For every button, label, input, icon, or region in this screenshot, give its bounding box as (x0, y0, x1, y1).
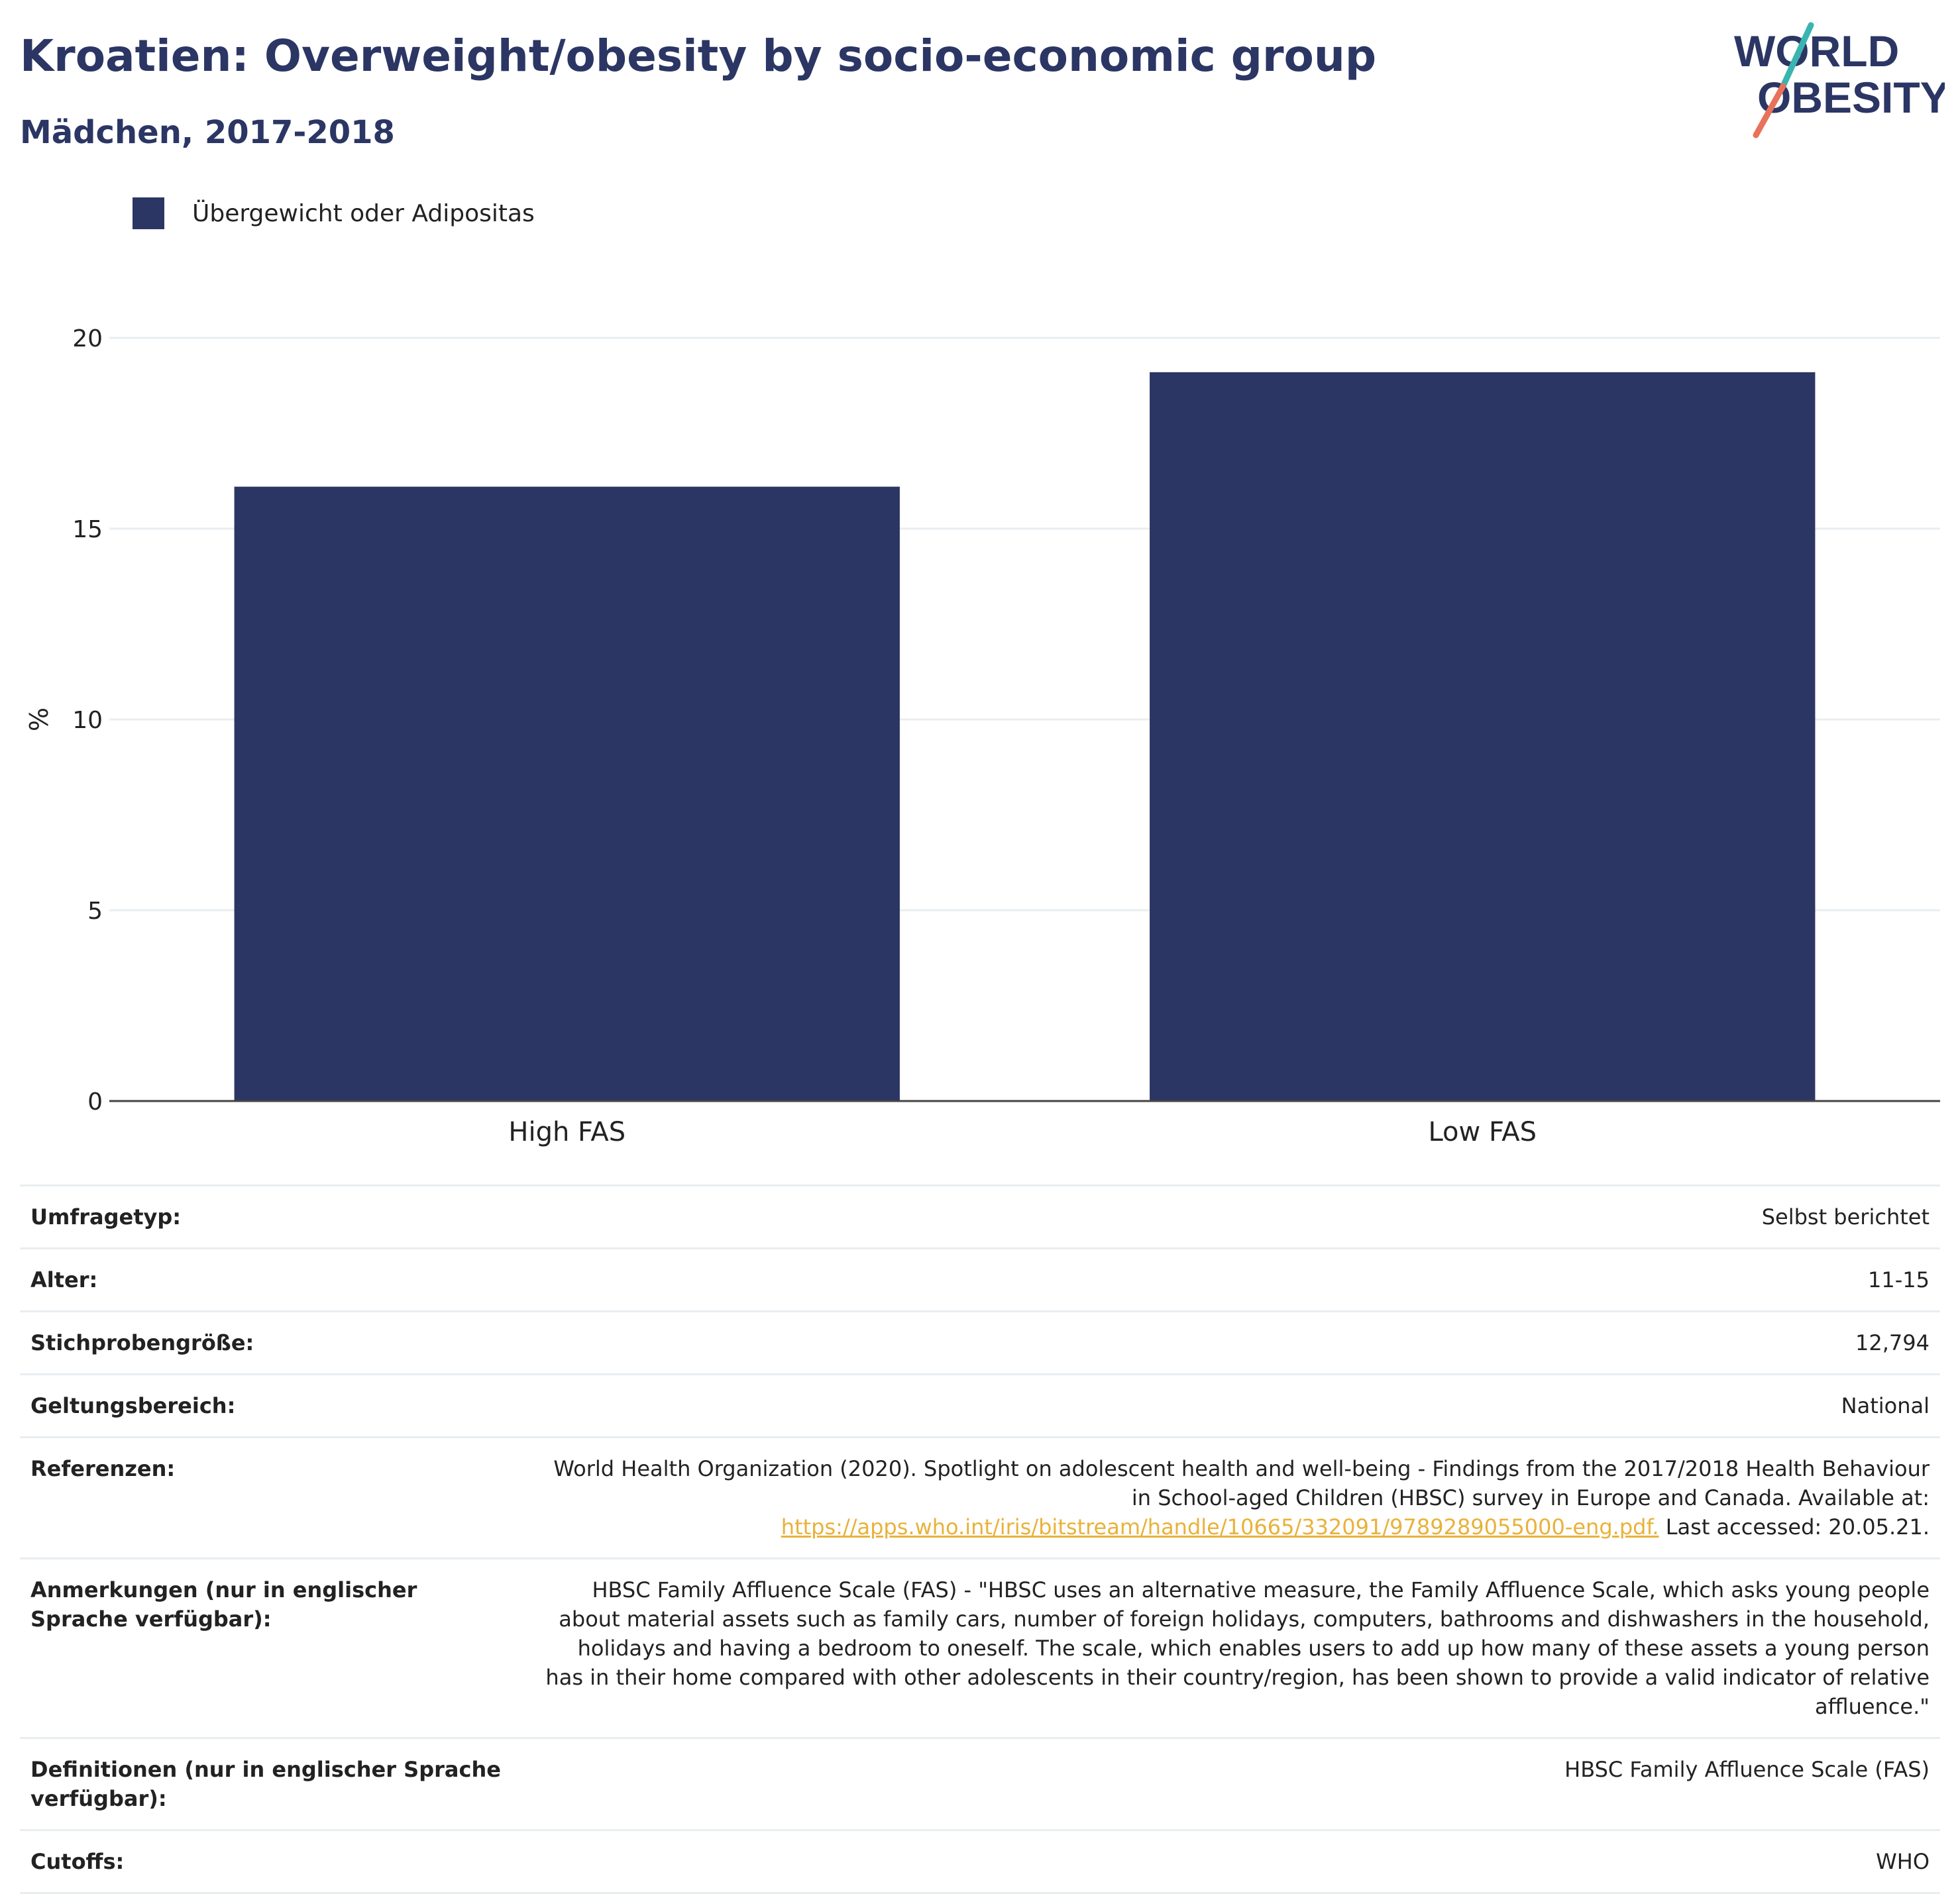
chart-legend: Übergewicht oder Adipositas (133, 197, 535, 229)
bar (1150, 372, 1816, 1101)
info-value: HBSC Family Affluence Scale (FAS) - "HBS… (545, 1577, 1930, 1719)
legend-label: Übergewicht oder Adipositas (192, 199, 535, 227)
info-label: Anmerkungen (nur in englischer Sprache v… (30, 1577, 417, 1632)
y-tick-label: 20 (72, 325, 103, 352)
info-label: Stichprobengröße: (30, 1330, 254, 1355)
y-tick-label: 0 (87, 1088, 103, 1116)
y-tick-label: 5 (87, 898, 103, 925)
info-row-sample-size: Stichprobengröße: 12,794 (20, 1310, 1940, 1373)
info-value: 11-15 (1868, 1267, 1930, 1292)
info-value: National (1841, 1393, 1930, 1418)
chart-title: Kroatien: Overweight/obesity by socio-ec… (20, 30, 1377, 81)
info-label: Geltungsbereich: (30, 1393, 236, 1418)
info-label: Cutoffs: (30, 1849, 125, 1874)
chart-subtitle: Mädchen, 2017-2018 (20, 114, 395, 151)
logo-slash-bottom (1753, 83, 1786, 138)
info-label: Umfragetyp: (30, 1204, 182, 1230)
y-tick-label: 15 (72, 516, 103, 543)
info-value: WHO (1876, 1849, 1930, 1874)
reference-suffix: Last accessed: 20.05.21. (1665, 1514, 1930, 1540)
info-value: 12,794 (1855, 1330, 1930, 1355)
info-row-age: Alter: 11-15 (20, 1247, 1940, 1310)
info-row-definitions: Definitionen (nur in englischer Sprache … (20, 1737, 1940, 1829)
world-obesity-logo: WORLD OBESITY (1734, 22, 1945, 138)
info-value: World Health Organization (2020). Spotli… (508, 1454, 1930, 1542)
info-table: Umfragetyp: Selbst berichtet Alter: 11-1… (20, 1184, 1940, 1894)
info-row-cutoffs: Cutoffs: WHO (20, 1829, 1940, 1894)
logo-slash-top (1780, 22, 1814, 89)
info-label: Referenzen: (30, 1456, 176, 1481)
info-value: Selbst berichtet (1761, 1204, 1930, 1230)
logo-word-world: WORLD (1734, 26, 1899, 76)
info-row-references: Referenzen: World Health Organization (2… (20, 1436, 1940, 1557)
info-label: Definitionen (nur in englischer Sprache … (30, 1757, 501, 1811)
y-tick-label: 10 (72, 707, 103, 734)
legend-swatch (133, 197, 164, 229)
info-row-survey-type: Umfragetyp: Selbst berichtet (20, 1184, 1940, 1247)
bar (234, 486, 900, 1101)
x-tick-label: High FAS (508, 1117, 626, 1147)
reference-link[interactable]: https://apps.who.int/iris/bitstream/hand… (781, 1514, 1659, 1540)
info-row-notes: Anmerkungen (nur in englischer Sprache v… (20, 1557, 1940, 1737)
info-label: Alter: (30, 1267, 98, 1292)
bar-chart: 0 5 10 15 20% High FAS Low FAS (25, 325, 1940, 1147)
info-row-scope: Geltungsbereich: National (20, 1373, 1940, 1436)
y-axis-label: % (25, 708, 54, 731)
x-tick-label: Low FAS (1428, 1117, 1537, 1147)
reference-text: World Health Organization (2020). Spotli… (553, 1456, 1930, 1510)
info-value: HBSC Family Affluence Scale (FAS) (1564, 1757, 1930, 1782)
